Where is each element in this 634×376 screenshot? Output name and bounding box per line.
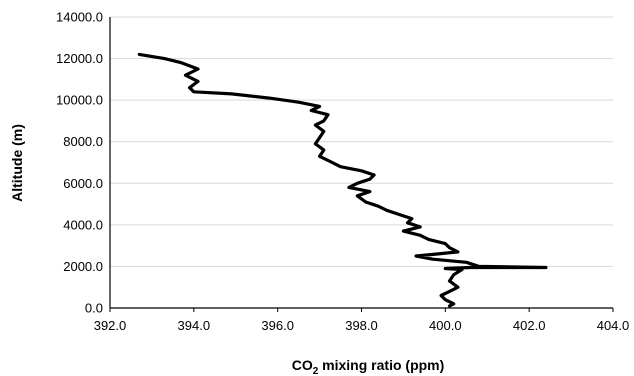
data-point — [298, 101, 300, 103]
data-point — [184, 74, 187, 76]
data-point — [427, 238, 430, 241]
y-tick-label: 0.0 — [85, 301, 103, 316]
series-line — [137, 52, 548, 308]
data-point — [453, 303, 455, 305]
x-tick-label: 396.0 — [261, 318, 294, 333]
data-point — [398, 213, 400, 216]
plot-area — [137, 52, 548, 308]
data-point — [180, 62, 182, 64]
y-tick-label: 14000.0 — [56, 10, 103, 25]
y-tick-label: 4000.0 — [63, 217, 103, 232]
data-point — [373, 174, 375, 176]
x-tick-labels: 392.0 394.0 396.0 398.0 400.0 402.0 404.0 — [94, 318, 630, 333]
axes — [109, 17, 614, 312]
data-point — [189, 87, 191, 89]
data-point — [360, 170, 363, 172]
data-point — [318, 105, 321, 107]
data-point — [323, 120, 325, 122]
x-tick-label: 400.0 — [429, 318, 462, 333]
data-point — [448, 247, 451, 249]
data-point — [432, 258, 434, 260]
y-tick-label: 6000.0 — [63, 176, 103, 191]
data-point — [448, 280, 451, 282]
data-point — [369, 178, 371, 180]
x-axis-title-rest: mixing ratio (ppm) — [318, 357, 444, 373]
y-tick-label: 8000.0 — [63, 134, 103, 149]
data-point — [407, 222, 409, 224]
data-point — [327, 114, 329, 116]
data-point — [448, 290, 451, 292]
data-point — [365, 201, 367, 203]
data-point — [348, 186, 350, 189]
x-axis-title-main: CO — [292, 357, 313, 373]
y-tick-label: 10000.0 — [56, 93, 103, 108]
data-point — [197, 80, 199, 83]
data-point — [323, 149, 325, 151]
x-axis-title-subscript: 2 — [313, 366, 319, 376]
data-point — [469, 266, 472, 269]
x-tick-label: 392.0 — [94, 318, 127, 333]
data-point — [314, 124, 316, 126]
data-point — [440, 294, 442, 297]
x-axis-title: CO2 mixing ratio (ppm) — [292, 357, 445, 376]
data-point — [444, 242, 446, 245]
data-point — [197, 68, 199, 70]
x-tick-label: 404.0 — [597, 318, 630, 333]
data-point — [457, 286, 459, 288]
data-point — [323, 130, 325, 132]
x-tick-label: 394.0 — [178, 318, 211, 333]
data-point — [402, 230, 405, 232]
data-point — [386, 209, 388, 211]
data-point — [339, 166, 342, 168]
data-point — [448, 305, 451, 307]
data-point — [457, 251, 459, 253]
data-point — [356, 195, 358, 197]
y-tick-label: 2000.0 — [63, 259, 103, 274]
data-point — [163, 57, 166, 60]
data-point — [436, 253, 438, 255]
x-tick-label: 402.0 — [513, 318, 546, 333]
data-point — [545, 266, 547, 269]
data-point — [356, 182, 358, 184]
data-point — [230, 93, 233, 95]
data-point — [465, 261, 467, 263]
data-point — [411, 218, 413, 220]
y-axis-title: Altitude (m) — [9, 124, 25, 202]
data-point — [310, 109, 312, 112]
data-point — [419, 226, 421, 228]
data-point — [318, 136, 321, 139]
gridlines — [110, 16, 613, 267]
data-point — [453, 274, 455, 276]
data-point — [478, 265, 480, 268]
data-point — [377, 205, 379, 207]
data-point — [415, 255, 417, 257]
data-point — [461, 268, 463, 271]
data-point — [419, 234, 421, 236]
y-tick-labels: 0.0 2000.0 4000.0 6000.0 8000.0 10000.0 12000.… — [56, 10, 103, 316]
data-point — [444, 267, 446, 270]
data-point — [268, 97, 270, 99]
y-tick-label: 12000.0 — [56, 51, 103, 66]
data-point — [138, 53, 140, 56]
data-point — [318, 155, 321, 157]
data-point — [331, 161, 333, 164]
x-tick-label: 398.0 — [345, 318, 378, 333]
data-point — [314, 143, 316, 145]
data-point — [444, 299, 446, 301]
data-point — [193, 91, 195, 93]
data-point — [369, 191, 371, 193]
